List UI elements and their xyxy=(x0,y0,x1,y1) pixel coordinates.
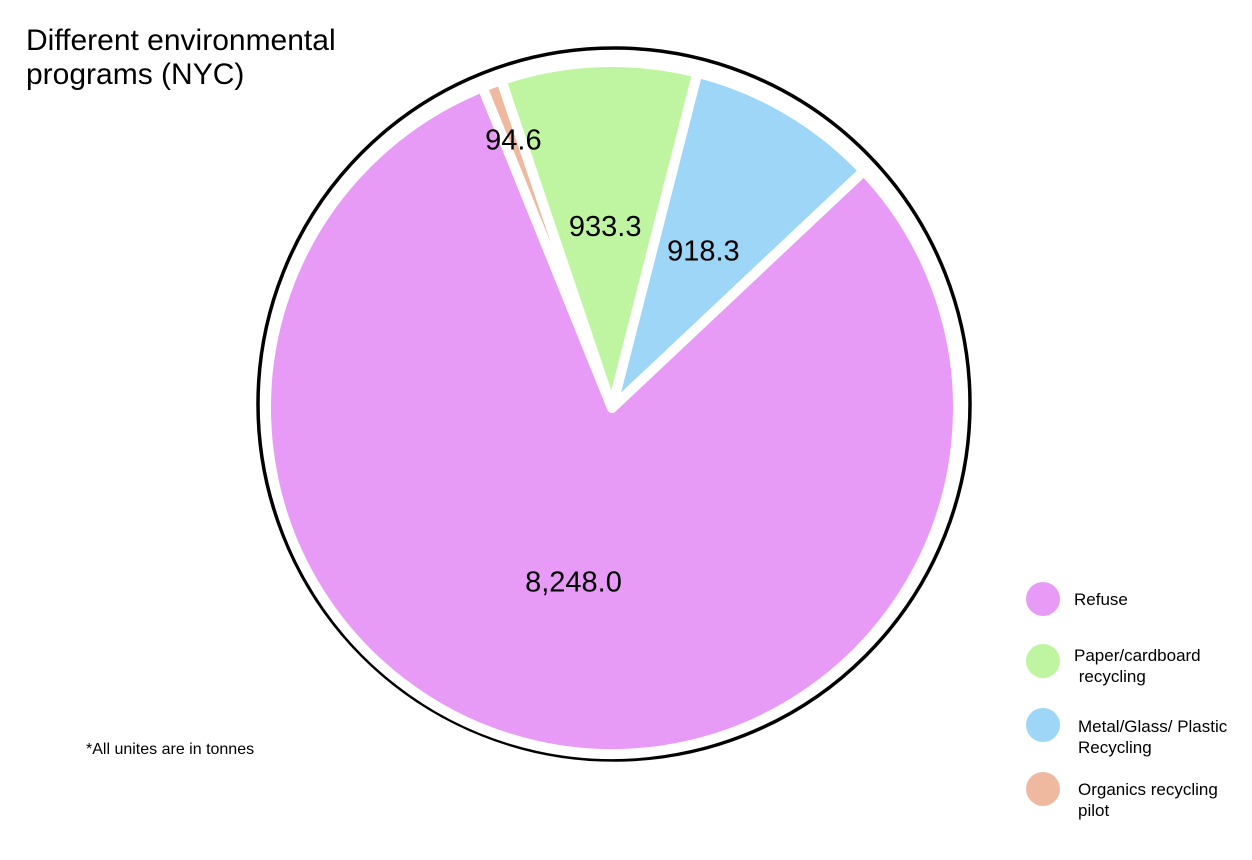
pie-slice-paper-cardboard-recycling xyxy=(496,57,703,413)
legend-label-refuse: Refuse xyxy=(1074,590,1128,609)
legend-label-metal-glass-plastic: Metal/Glass/ Plastic Recycling xyxy=(1078,717,1228,757)
legend-swatch-refuse xyxy=(1026,582,1060,616)
slice-value-label-organics-recycling-pilot: 94.6 xyxy=(485,125,541,157)
pie-slice-labels: 94.6 933.3 918.3 8,248.0 xyxy=(485,125,740,599)
pie-slices xyxy=(261,57,963,759)
legend-swatch-organics xyxy=(1026,772,1060,806)
slice-value-label-paper-cardboard-recycling: 933.3 xyxy=(569,211,642,243)
pie-slice-metal-glass-plastic-recycling xyxy=(607,67,869,413)
legend-label-paper-cardboard: Paper/cardboard recycling xyxy=(1074,646,1201,686)
chart-title-line-1: Different environmental xyxy=(26,24,336,57)
legend-label-organics: Organics recycling pilot xyxy=(1078,780,1218,820)
pie-slice-refuse xyxy=(261,82,963,759)
chart-title-line-2: programs (NYC) xyxy=(26,58,245,91)
legend-swatch-paper-cardboard xyxy=(1026,644,1060,678)
slice-value-label-refuse: 8,248.0 xyxy=(525,566,622,598)
legend-swatch-metal-glass-plastic xyxy=(1026,708,1060,742)
units-note: *All unites are in tonnes xyxy=(86,741,255,758)
chart-title: Different environmental programs (NYC) xyxy=(26,24,336,92)
slice-value-label-metal-glass-plastic-recycling: 918.3 xyxy=(667,236,740,268)
